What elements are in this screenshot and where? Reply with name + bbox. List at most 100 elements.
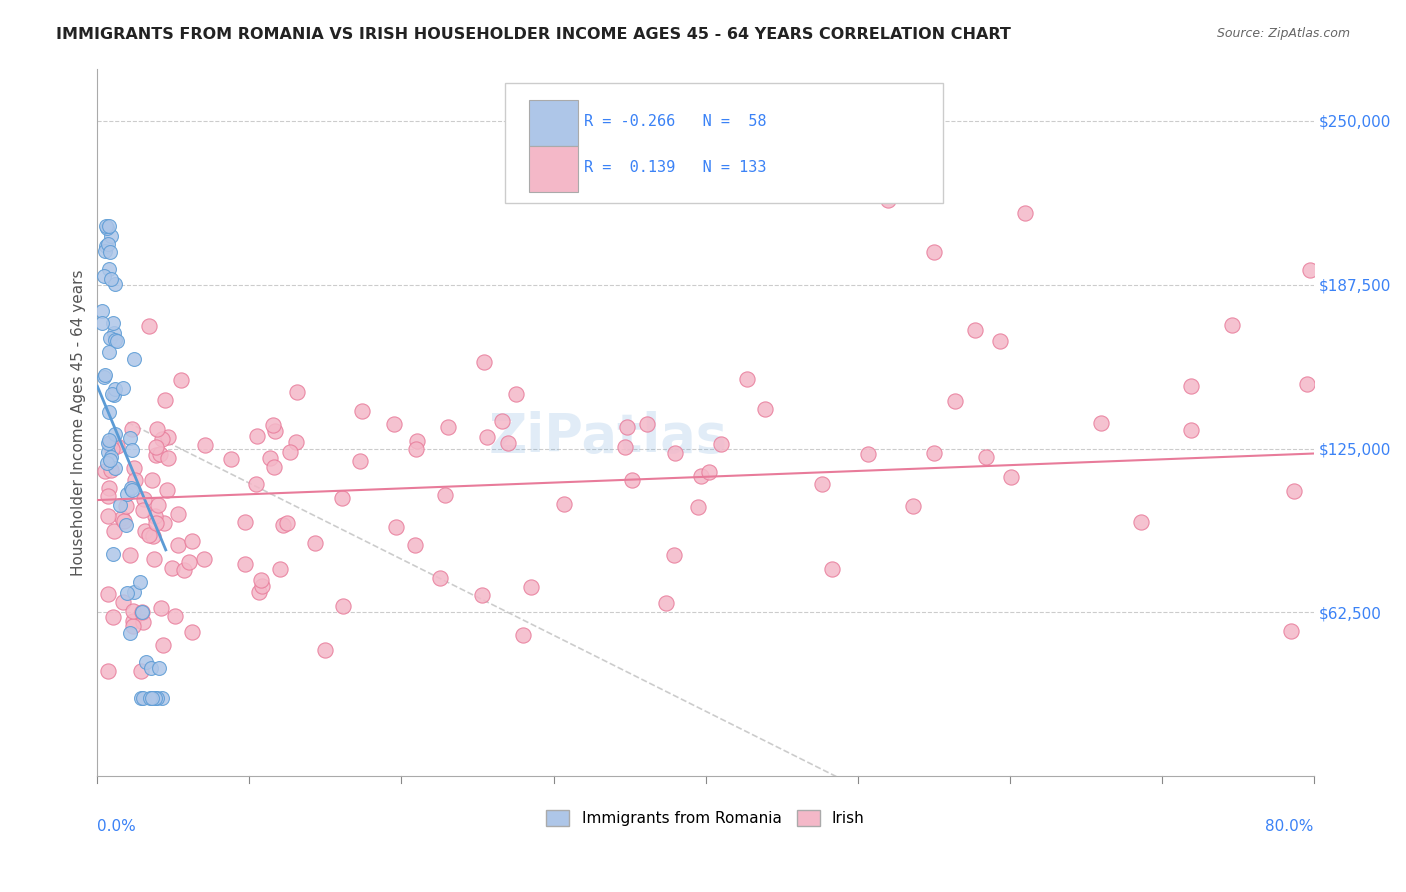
- Point: [97, 509, 120, 524]
- Point: [104, 333, 127, 347]
- Point: [1279, 624, 1302, 638]
- Point: [349, 454, 371, 468]
- Point: [122, 618, 145, 632]
- Point: [148, 661, 170, 675]
- Point: [262, 417, 284, 432]
- Point: [142, 529, 165, 543]
- Point: [877, 193, 900, 207]
- Point: [104, 426, 127, 441]
- Point: [98, 452, 121, 467]
- Point: [132, 492, 155, 507]
- Point: [98, 436, 121, 450]
- Text: R =  0.139   N = 133: R = 0.139 N = 133: [583, 160, 766, 175]
- Point: [512, 627, 534, 641]
- Point: [129, 574, 152, 589]
- Point: [572, 166, 595, 180]
- Point: [94, 239, 117, 253]
- Point: [101, 442, 124, 456]
- Point: [149, 601, 172, 615]
- Text: IMMIGRANTS FROM ROMANIA VS IRISH HOUSEHOLDER INCOME AGES 45 - 64 YEARS CORRELATI: IMMIGRANTS FROM ROMANIA VS IRISH HOUSEHO…: [56, 27, 1011, 42]
- Point: [146, 499, 169, 513]
- Point: [124, 585, 146, 599]
- Point: [120, 548, 142, 562]
- Point: [121, 614, 143, 628]
- Point: [97, 490, 120, 504]
- Point: [304, 536, 326, 550]
- Point: [131, 605, 153, 619]
- Point: [662, 548, 685, 562]
- Point: [1090, 417, 1112, 431]
- Point: [472, 355, 495, 369]
- Point: [103, 610, 125, 624]
- Point: [754, 401, 776, 416]
- Point: [103, 388, 125, 402]
- Point: [141, 473, 163, 487]
- Point: [100, 272, 122, 286]
- Point: [104, 460, 127, 475]
- Point: [91, 316, 114, 330]
- Point: [943, 393, 966, 408]
- Point: [94, 464, 117, 478]
- Point: [117, 486, 139, 500]
- Point: [636, 417, 658, 432]
- Point: [1282, 484, 1305, 499]
- Point: [131, 690, 153, 705]
- Point: [93, 370, 115, 384]
- Point: [690, 468, 713, 483]
- Point: [138, 318, 160, 333]
- Point: [97, 481, 120, 495]
- Point: [181, 625, 204, 640]
- Point: [100, 450, 122, 464]
- Point: [271, 518, 294, 533]
- Point: [1180, 423, 1202, 437]
- Point: [97, 665, 120, 679]
- Legend: Immigrants from Romania, Irish: Immigrants from Romania, Irish: [540, 804, 870, 832]
- Point: [269, 562, 291, 576]
- Point: [1000, 470, 1022, 484]
- Point: [194, 438, 217, 452]
- Point: [471, 588, 494, 602]
- Point: [433, 488, 456, 502]
- Point: [96, 237, 118, 252]
- Point: [141, 690, 163, 705]
- Point: [152, 516, 174, 531]
- FancyBboxPatch shape: [529, 101, 578, 146]
- Point: [219, 451, 242, 466]
- Point: [922, 446, 945, 460]
- Point: [145, 448, 167, 462]
- Point: [152, 638, 174, 652]
- Point: [553, 497, 575, 511]
- Point: [1014, 205, 1036, 219]
- Point: [143, 508, 166, 523]
- Point: [145, 690, 167, 705]
- Point: [96, 456, 118, 470]
- Point: [139, 661, 162, 675]
- Point: [406, 434, 429, 448]
- Text: Source: ZipAtlas.com: Source: ZipAtlas.com: [1216, 27, 1350, 40]
- Point: [97, 433, 120, 447]
- FancyBboxPatch shape: [505, 83, 943, 203]
- Y-axis label: Householder Income Ages 45 - 64 years: Householder Income Ages 45 - 64 years: [72, 269, 86, 575]
- Point: [965, 323, 987, 337]
- Point: [121, 442, 143, 457]
- Point: [122, 352, 145, 367]
- Point: [97, 404, 120, 418]
- Text: 80.0%: 80.0%: [1265, 819, 1313, 834]
- Point: [276, 516, 298, 530]
- Point: [122, 460, 145, 475]
- Point: [96, 221, 118, 235]
- Point: [97, 219, 120, 233]
- Point: [121, 483, 143, 497]
- Point: [990, 334, 1012, 348]
- Point: [145, 516, 167, 530]
- Point: [121, 422, 143, 436]
- Point: [118, 431, 141, 445]
- Point: [285, 434, 308, 449]
- Point: [100, 463, 122, 477]
- Point: [976, 450, 998, 464]
- Point: [405, 442, 427, 457]
- Point: [124, 474, 146, 488]
- Point: [97, 435, 120, 450]
- Point: [149, 447, 172, 461]
- Point: [97, 261, 120, 276]
